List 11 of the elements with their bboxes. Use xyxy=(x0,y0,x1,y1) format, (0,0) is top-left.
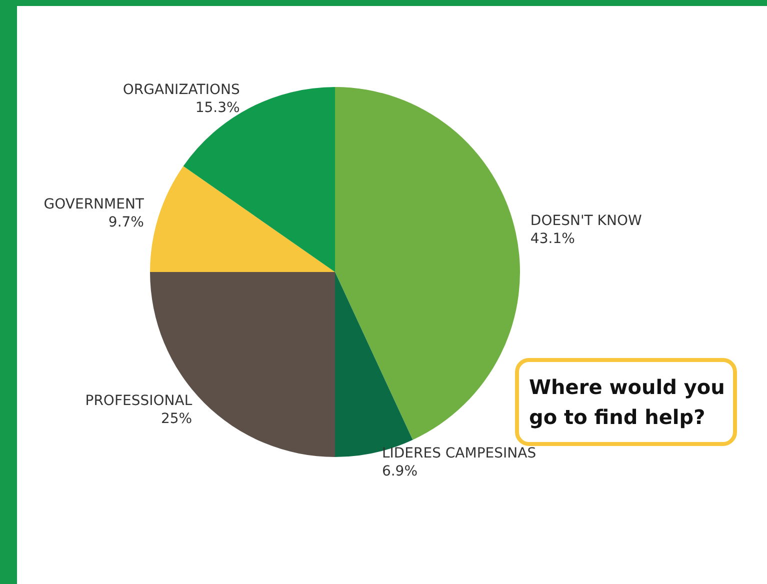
data-label: 6.9% xyxy=(382,463,418,480)
slice-label: LIDERES CAMPESINAS xyxy=(382,445,536,462)
data-label: 43.1% xyxy=(530,231,575,248)
data-label: 9.7% xyxy=(108,214,144,230)
data-label: 25% xyxy=(160,410,192,427)
text: Where would you go to find help? xyxy=(529,375,725,429)
slice-label: DOESN'T KNOW xyxy=(530,213,642,230)
slice-label: ORGANIZATIONS xyxy=(122,82,240,98)
slice-label: PROFESSIONAL xyxy=(85,392,192,409)
slice-label: GOVERNMENT xyxy=(44,196,144,212)
data-label: 15.3% xyxy=(195,100,240,116)
